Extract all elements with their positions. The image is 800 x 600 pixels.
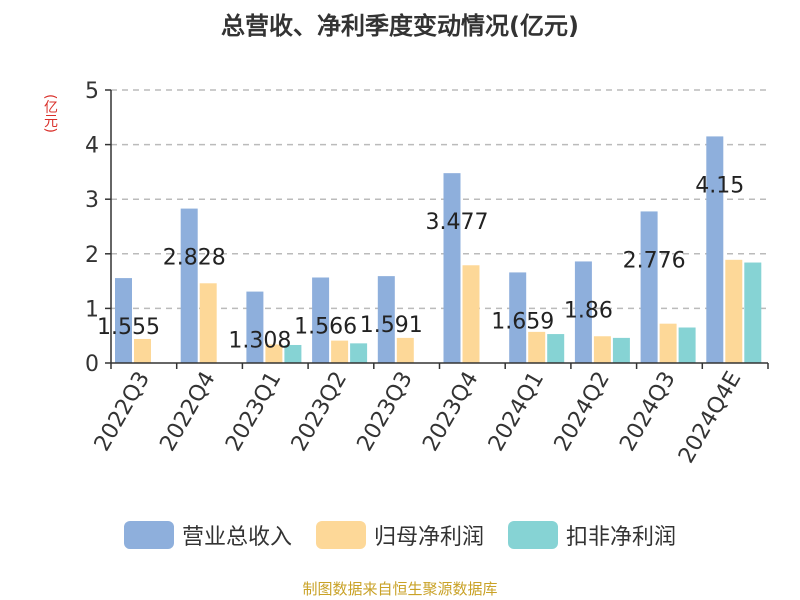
data-label: 2.828 xyxy=(163,246,226,271)
legend-swatch-revenue xyxy=(123,521,174,549)
bar-revenue xyxy=(574,261,592,363)
x-tick-label: 2024Q4E xyxy=(674,368,746,468)
bar-revenue xyxy=(443,173,461,363)
bar-revenue xyxy=(640,211,658,363)
data-label: 1.659 xyxy=(491,309,554,334)
grid-lines xyxy=(111,89,768,310)
data-label: 1.591 xyxy=(360,313,423,338)
y-tick-label: 4 xyxy=(85,134,99,159)
bars xyxy=(115,136,762,363)
bar-net-profit xyxy=(462,265,480,363)
y-axis-unit-label: (亿元) xyxy=(42,94,58,133)
bar-revenue xyxy=(377,276,395,363)
data-label: 1.86 xyxy=(564,298,613,323)
x-tick-label: 2024Q1 xyxy=(484,368,549,456)
x-tick-label: 2024Q2 xyxy=(550,368,615,456)
y-tick-label: 2 xyxy=(85,243,99,268)
bar-revenue xyxy=(246,291,264,363)
bar-net-profit xyxy=(593,336,611,363)
bar-net-profit xyxy=(265,344,283,363)
bar-deducted-profit xyxy=(744,262,762,363)
x-tick-label: 2023Q3 xyxy=(353,368,418,456)
bar-net-profit xyxy=(134,338,151,363)
legend-swatch-deducted-profit xyxy=(508,521,558,549)
x-tick-label: 2022Q4 xyxy=(155,368,220,456)
data-label: 2.776 xyxy=(623,248,686,273)
bar-net-profit xyxy=(199,283,217,363)
bar-deducted-profit xyxy=(284,344,302,363)
bar-revenue xyxy=(312,277,330,363)
bar-net-profit xyxy=(659,323,677,363)
bar-deducted-profit xyxy=(612,337,630,363)
bar-net-profit xyxy=(528,331,546,363)
legend-swatch-net-profit xyxy=(315,521,366,549)
bar-deducted-profit xyxy=(350,343,368,363)
x-tick-label: 2022Q3 xyxy=(90,368,155,456)
legend-label-net-profit: 归母净利润 xyxy=(373,525,484,550)
x-tick-label: 2023Q4 xyxy=(418,367,483,455)
bar-net-profit xyxy=(331,340,349,363)
legend-item-deducted-profit[interactable]: 扣非净利润 xyxy=(508,519,676,551)
bar-revenue xyxy=(180,208,198,363)
x-tick-label: 2023Q1 xyxy=(221,368,286,456)
data-label: 1.308 xyxy=(228,329,291,354)
bar-revenue xyxy=(509,272,527,363)
data-label: 1.555 xyxy=(97,315,160,340)
data-label: 3.477 xyxy=(426,210,489,235)
legend: 营业总收入 归母净利润 扣非净利润 xyxy=(0,518,800,552)
data-label: 4.15 xyxy=(695,173,744,198)
x-tick-label: 2024Q3 xyxy=(615,368,680,456)
bar-deducted-profit xyxy=(547,334,565,363)
bar-net-profit xyxy=(396,337,414,363)
y-tick-label: 0 xyxy=(85,352,99,377)
y-tick-label: 1 xyxy=(85,297,99,322)
bar-net-profit xyxy=(725,259,743,363)
data-source-note: 制图数据来自恒生聚源数据库 xyxy=(302,580,498,598)
legend-item-net-profit[interactable]: 归母净利润 xyxy=(315,519,484,551)
y-tick-label: 5 xyxy=(85,79,99,104)
legend-label-deducted-profit: 扣非净利润 xyxy=(566,525,677,550)
bar-revenue xyxy=(706,136,724,363)
bar-deducted-profit xyxy=(678,327,696,363)
chart-title: 总营收、净利季度变动情况(亿元) xyxy=(221,12,579,40)
legend-label-revenue: 营业总收入 xyxy=(181,525,292,550)
bar-revenue xyxy=(115,278,132,363)
data-label: 1.566 xyxy=(294,314,357,339)
x-tick-label: 2023Q2 xyxy=(287,368,352,456)
legend-item-revenue[interactable]: 营业总收入 xyxy=(123,519,292,551)
y-tick-label: 3 xyxy=(85,188,99,213)
